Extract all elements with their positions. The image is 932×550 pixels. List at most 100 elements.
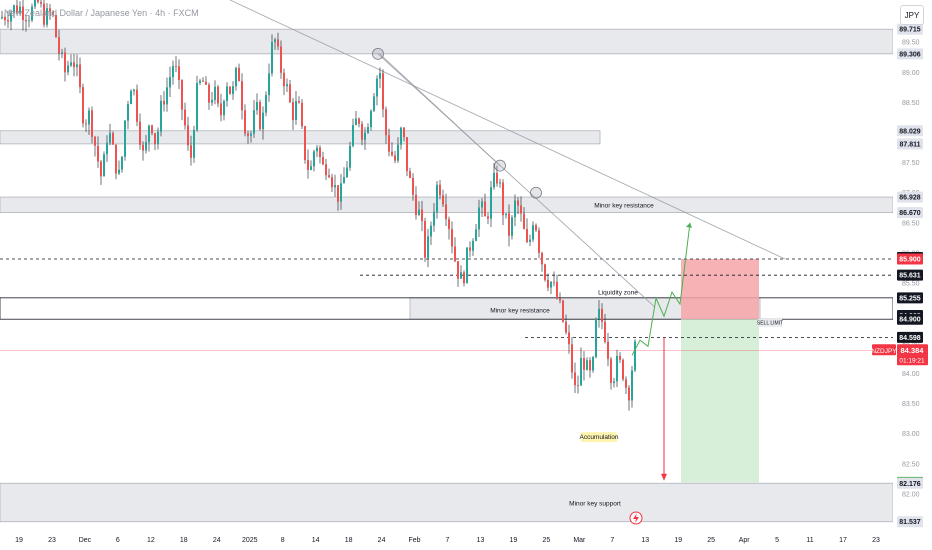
x-tick-label: Mar [573, 537, 586, 544]
candle-body [310, 166, 312, 170]
price-label-bg [897, 269, 923, 281]
price-label-bg [897, 477, 923, 489]
candle-body [559, 298, 561, 301]
candle-body [106, 142, 108, 155]
candle-body [1, 16, 3, 19]
price-label-bg [897, 313, 923, 325]
candle-body [127, 104, 129, 121]
candle-body [382, 73, 384, 110]
candle-body [247, 133, 249, 136]
candle-body [595, 318, 597, 358]
candle-body [316, 147, 318, 152]
candle-body [172, 66, 174, 78]
annotation-bg [581, 432, 617, 443]
currency-button[interactable]: JPY [900, 5, 924, 25]
zone-band [0, 28, 894, 55]
candle-body [568, 332, 570, 345]
candle-body [103, 154, 105, 177]
candle-body [94, 136, 96, 146]
candle-body [358, 118, 360, 124]
candle-body [151, 125, 153, 134]
candle-body [445, 204, 447, 220]
candle-body [547, 279, 549, 288]
candle-body [238, 67, 240, 82]
candle-body [502, 182, 504, 216]
candle-body [421, 209, 423, 222]
x-tick-label: 19 [674, 537, 682, 544]
candle-body [304, 126, 306, 160]
candle-body [307, 159, 309, 170]
candle-body [628, 387, 630, 401]
candle-body [196, 83, 198, 130]
candle-body [598, 308, 600, 319]
candle-body [22, 6, 24, 21]
x-tick-label: 24 [213, 537, 221, 544]
candle-body [262, 112, 264, 130]
candle-body [529, 239, 531, 242]
candle-body [184, 109, 186, 126]
candle-body [415, 194, 417, 215]
candle-body [190, 145, 192, 158]
candle-body [88, 110, 90, 125]
x-tick-label: 7 [610, 537, 614, 544]
candle-body [124, 120, 126, 157]
candle-body [37, 0, 39, 3]
candle-body [448, 219, 450, 230]
candle-body [436, 184, 438, 212]
candle-body [442, 195, 444, 205]
candle-body [457, 261, 459, 279]
candle-body [523, 213, 525, 229]
chart-title: New Zealand Dollar / Japanese Yen · 4h ·… [4, 8, 199, 18]
candle-body [565, 321, 567, 333]
price-label-bg [897, 253, 923, 265]
candle-body [439, 184, 441, 196]
candle-body [139, 121, 141, 145]
candle-body [202, 80, 204, 82]
candle-body [64, 52, 66, 73]
candle-body [46, 8, 48, 25]
candle-body [355, 118, 357, 126]
candle-body [286, 84, 288, 87]
candle-body [28, 20, 30, 22]
projection-down-arrowhead [661, 473, 667, 481]
candle-body [562, 300, 564, 322]
candle-body [253, 110, 255, 134]
x-tick-label: 13 [641, 537, 649, 544]
trendline [229, 0, 786, 260]
candle-body [496, 172, 498, 184]
candle-body [586, 360, 588, 370]
candle-body [472, 240, 474, 251]
candle-body [361, 123, 363, 140]
candle-body [118, 169, 120, 174]
candle-body [481, 201, 483, 208]
candle-body [400, 127, 402, 145]
candle-body [331, 177, 333, 188]
candle-body [385, 109, 387, 136]
candle-body [31, 6, 33, 21]
candle-body [268, 73, 270, 96]
candle-body [193, 129, 195, 158]
x-tick-label: 13 [477, 537, 485, 544]
candle-body [259, 102, 261, 130]
candle-body [55, 14, 57, 38]
y-tick-label: 82.00 [902, 491, 920, 498]
price-label: 86.670 [899, 210, 921, 217]
candle-body [76, 64, 78, 68]
y-tick-label: 83.50 [902, 401, 920, 408]
x-tick-label: 25 [707, 537, 715, 544]
price-label-bg [897, 191, 923, 203]
candle-body [109, 133, 111, 143]
candle-body [100, 161, 102, 177]
candle-body [91, 110, 93, 137]
swing-marker [372, 47, 384, 60]
swing-marker [494, 159, 506, 172]
candle-body [634, 341, 636, 371]
candle-body [145, 141, 147, 151]
x-tick-label: 17 [839, 537, 847, 544]
candle-body [322, 157, 324, 165]
zone-band [0, 130, 601, 145]
x-tick-label: 25 [542, 537, 550, 544]
candle-body [487, 216, 489, 219]
price-label-bg [897, 125, 923, 137]
projection-up-arrowhead [686, 222, 692, 228]
